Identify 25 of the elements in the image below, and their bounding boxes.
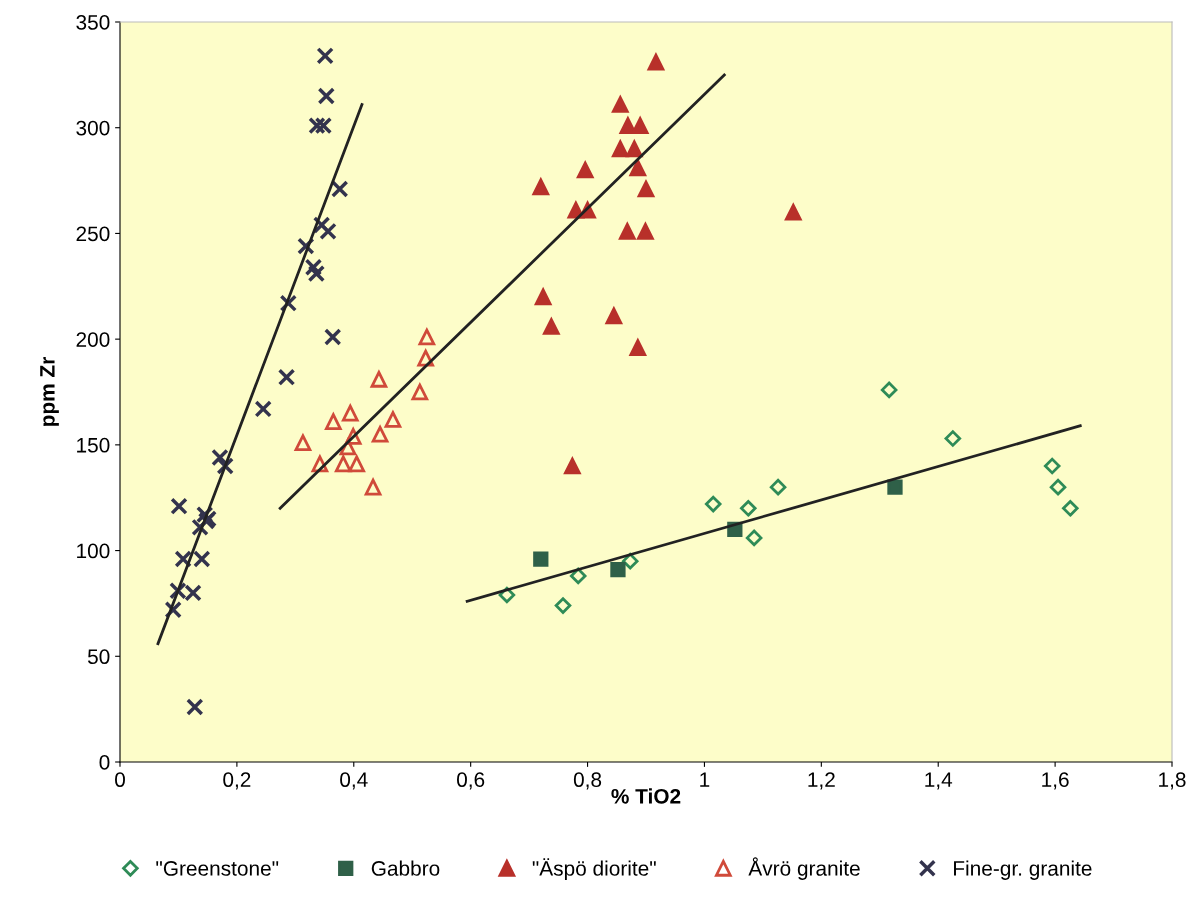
x-tick-label: 1 xyxy=(700,772,710,787)
x-tick-label: 1,2 xyxy=(808,772,835,790)
x-tick-label: 0,8 xyxy=(573,772,602,790)
y-tick-label: 200 xyxy=(76,332,110,347)
legend-label: Gabbro xyxy=(371,860,440,876)
y-tick-label: 100 xyxy=(77,543,110,559)
y-tick-label: 50 xyxy=(87,649,110,665)
legend-label: "Äspö diorite" xyxy=(532,858,656,880)
y-tick-label: 250 xyxy=(76,226,110,242)
x-tick-label: 0 xyxy=(115,772,125,788)
legend-label: Åvrö granite xyxy=(748,857,860,880)
x-tick-label: 1,4 xyxy=(925,772,953,790)
y-tick-label: 150 xyxy=(77,437,110,453)
y-axis-title: ppm Zr xyxy=(40,357,59,426)
y-tick-label: 350 xyxy=(76,15,110,30)
x-tick-label: 0,6 xyxy=(457,772,485,790)
y-tick-label: 0 xyxy=(99,755,110,770)
x-tick-label: 0,4 xyxy=(340,772,368,790)
legend-label: "Greenstone" xyxy=(156,861,279,876)
y-tick-label: 300 xyxy=(76,120,110,136)
x-axis-title: % TiO2 xyxy=(611,788,681,804)
x-tick-label: 0,2 xyxy=(223,772,251,790)
legend-label: Fine-gr. granite xyxy=(954,860,1092,880)
x-tick-label: 1,6 xyxy=(1042,772,1069,790)
x-tick-label: 1,8 xyxy=(1159,772,1186,790)
